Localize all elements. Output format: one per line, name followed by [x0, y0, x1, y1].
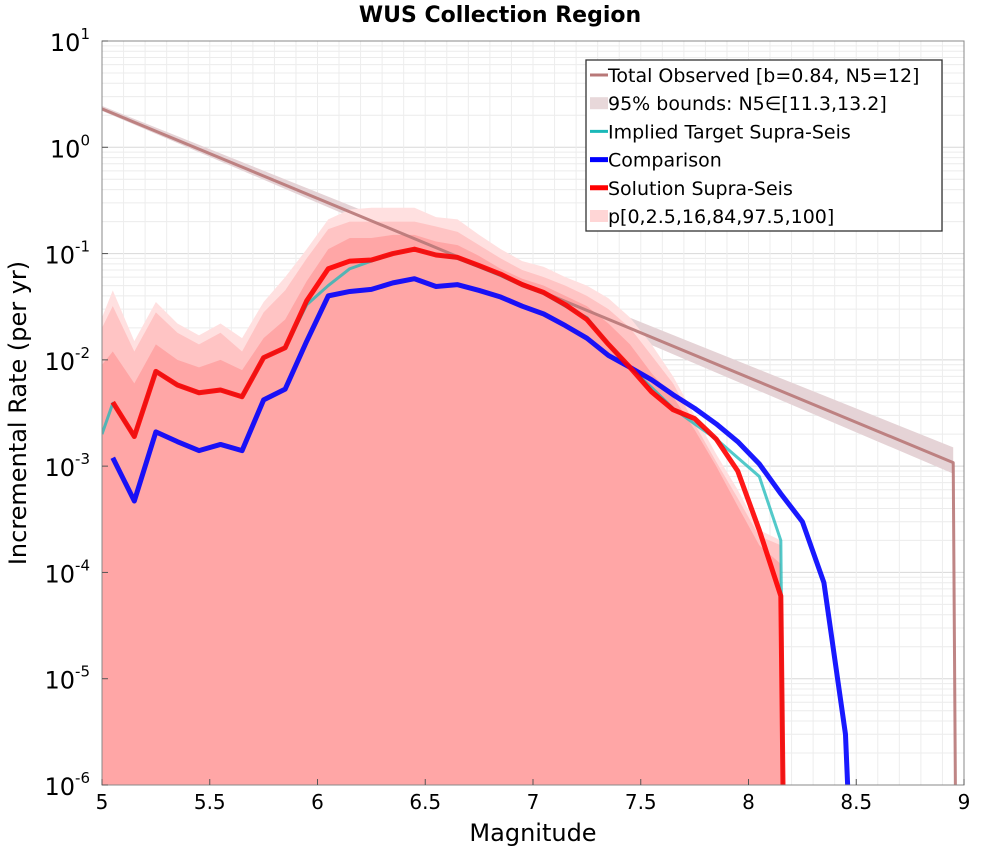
y-tick-label: 100	[50, 131, 90, 163]
x-axis-ticks: 5 5.5 6 6.5 7 7.5 8 8.5 9	[96, 779, 971, 814]
legend-entry-label: p[0,2.5,16,84,97.5,100]	[608, 206, 834, 228]
legend-entry-label: Total Observed [b=0.84, N5=12]	[607, 65, 919, 87]
series-line-comparison	[110, 276, 851, 785]
x-tick-label: 9	[958, 790, 971, 814]
y-tick-label: 10-3	[44, 450, 90, 482]
y-tick-label: 10-2	[44, 344, 90, 376]
legend-entry-label: Comparison	[608, 150, 722, 172]
legend-box	[585, 59, 943, 232]
y-tick-label: 10-4	[44, 556, 90, 588]
series-line-total-observed-b-0-84-n5-12	[102, 107, 957, 785]
y-axis-ticks: 101 100 10-1 10-2 10-3 10-4 10-5 10-6	[44, 25, 108, 801]
legend-entry-label: 95% bounds: N5∈[11.3,13.2]	[608, 93, 887, 115]
x-tick-label: 7.5	[625, 790, 657, 814]
y-tick-label: 10-1	[44, 238, 90, 270]
x-tick-label: 7	[527, 790, 540, 814]
x-tick-label: 8	[742, 790, 755, 814]
x-tick-label: 5	[96, 790, 109, 814]
chart-title: WUS Collection Region	[359, 3, 641, 28]
series-lines	[102, 107, 957, 785]
legend-swatch-band	[590, 210, 608, 222]
x-tick-label: 6	[311, 790, 324, 814]
legend-entry-label: Solution Supra-Seis	[608, 178, 793, 200]
legend: Total Observed [b=0.84, N5=12] 95% bounds…	[585, 59, 943, 232]
legend-entry-label: Implied Target Supra-Seis	[608, 121, 851, 143]
series-line-solution-supra-seis	[110, 246, 786, 785]
y-axis-label: Incremental Rate (per yr)	[4, 261, 32, 565]
legend-swatch-band	[590, 97, 608, 110]
x-tick-label: 6.5	[409, 790, 441, 814]
band-p16-84	[102, 234, 781, 785]
x-tick-label: 5.5	[194, 790, 226, 814]
y-tick-label: 101	[50, 25, 90, 57]
y-tick-label: 10-6	[44, 769, 90, 801]
y-tick-label: 10-5	[44, 663, 90, 695]
x-axis-label: Magnitude	[469, 819, 596, 847]
x-tick-label: 8.5	[840, 790, 872, 814]
